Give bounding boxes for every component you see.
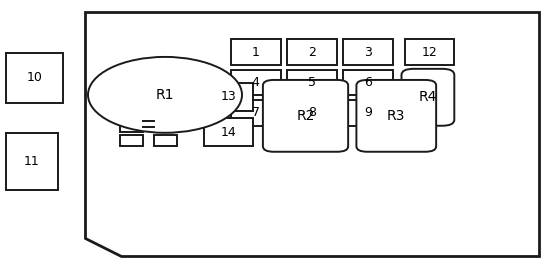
Bar (343, 39, 393, 65)
Text: 13: 13 (221, 91, 236, 103)
Text: R4: R4 (419, 90, 437, 104)
Bar (405, 39, 454, 65)
Text: 3: 3 (364, 46, 372, 59)
Bar (287, 100, 337, 126)
FancyBboxPatch shape (356, 80, 436, 152)
Text: 7: 7 (252, 107, 260, 119)
Bar (343, 70, 393, 95)
Text: 6: 6 (364, 76, 372, 89)
Bar (231, 39, 280, 65)
Bar (6, 133, 58, 190)
Bar (120, 116, 143, 132)
Bar (154, 135, 177, 146)
Bar (120, 102, 143, 114)
Text: 4: 4 (252, 76, 260, 89)
Bar (287, 70, 337, 95)
Bar (154, 102, 177, 114)
Text: R1: R1 (156, 88, 174, 102)
Bar (204, 83, 253, 111)
Bar (343, 100, 393, 126)
Bar (231, 70, 280, 95)
Circle shape (88, 57, 242, 133)
Text: R3: R3 (387, 109, 405, 123)
Text: 1: 1 (252, 46, 260, 59)
Bar (204, 118, 253, 146)
Bar (120, 135, 143, 146)
Bar (231, 100, 280, 126)
Text: R2: R2 (296, 109, 315, 123)
Bar (6, 53, 63, 103)
Text: 5: 5 (308, 76, 316, 89)
Text: 9: 9 (364, 107, 372, 119)
FancyBboxPatch shape (402, 69, 454, 126)
Text: 14: 14 (221, 126, 236, 138)
Text: 12: 12 (422, 46, 437, 59)
Text: 2: 2 (308, 46, 316, 59)
FancyBboxPatch shape (263, 80, 348, 152)
Text: 11: 11 (24, 155, 40, 168)
Text: 10: 10 (26, 72, 42, 84)
Text: 8: 8 (308, 107, 316, 119)
Polygon shape (85, 12, 539, 256)
Bar (154, 116, 177, 132)
Bar (287, 39, 337, 65)
